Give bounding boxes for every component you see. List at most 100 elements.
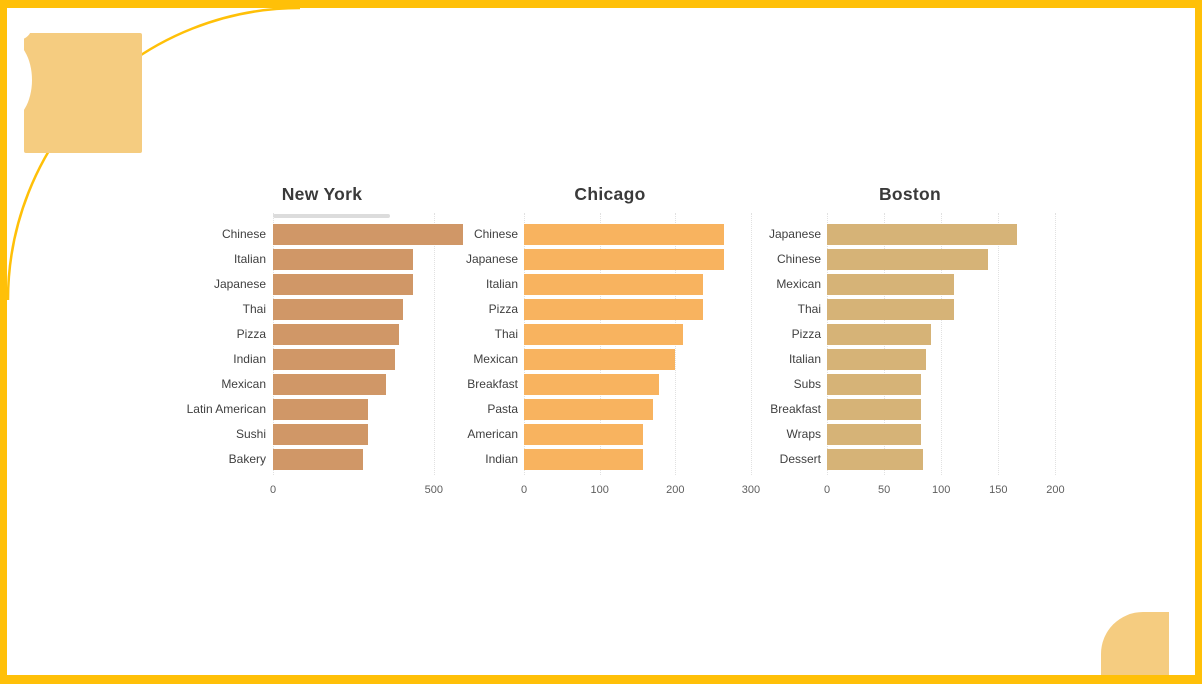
bar-thai[interactable]: [827, 299, 954, 320]
bar-rows: Japanese Chinese Mexican Thai Pizza Italian Su…: [760, 222, 1060, 472]
bar-thai[interactable]: [273, 299, 404, 320]
bar-row: Mexican: [760, 272, 1060, 297]
bar-row: Japanese: [460, 247, 760, 272]
bar-row: Wraps: [760, 422, 1060, 447]
bar-track: [273, 274, 466, 295]
bar-row: Japanese: [178, 272, 466, 297]
category-label: Chinese: [776, 252, 821, 266]
bar-chinese[interactable]: [524, 224, 725, 245]
bar-italian[interactable]: [273, 249, 413, 270]
bar-row: Bakery: [178, 447, 466, 472]
category-label: Thai: [242, 302, 266, 316]
bar-latin-american[interactable]: [273, 399, 368, 420]
bar-row: Italian: [178, 247, 466, 272]
axis-tick-label: 0: [823, 484, 831, 496]
bar-wraps[interactable]: [827, 424, 921, 445]
category-label: Chinese: [221, 227, 266, 241]
bar-chinese[interactable]: [273, 224, 463, 245]
category-label: Latin American: [186, 402, 266, 416]
bar-mexican[interactable]: [827, 274, 954, 295]
axis-tick-label: 200: [1046, 484, 1065, 496]
bar-breakfast[interactable]: [524, 374, 660, 395]
axis-tick-label: 0: [520, 484, 528, 496]
bar-row: Indian: [460, 447, 760, 472]
bar-pasta[interactable]: [524, 399, 654, 420]
bar-japanese[interactable]: [273, 274, 413, 295]
axis-tick-label: 300: [741, 484, 761, 496]
bar-american[interactable]: [524, 424, 643, 445]
chart-title: New York: [281, 184, 363, 204]
chart-panel-chicago: Chicago Chinese Japanese Italian Pizza Thai Me…: [460, 182, 760, 502]
bar-thai[interactable]: [524, 324, 683, 345]
bar-track: [524, 299, 760, 320]
frame-border-left: [0, 0, 7, 684]
bar-pizza[interactable]: [827, 324, 931, 345]
category-label: Wraps: [786, 427, 821, 441]
bar-italian[interactable]: [827, 349, 927, 370]
bar-indian[interactable]: [273, 349, 396, 370]
category-label: Italian: [788, 352, 821, 366]
bar-row: Sushi: [178, 422, 466, 447]
category-label: Sushi: [235, 427, 266, 441]
bar-track: [524, 399, 760, 420]
category-label: Mexican: [776, 277, 821, 291]
chart-title: Chicago: [574, 184, 646, 204]
bar-mexican[interactable]: [524, 349, 675, 370]
bar-track: [827, 349, 1060, 370]
bar-pizza[interactable]: [273, 324, 400, 345]
bar-track: [827, 424, 1060, 445]
bar-track: [273, 224, 466, 245]
category-label: Pasta: [487, 402, 518, 416]
category-label: Mexican: [473, 352, 518, 366]
bar-row: Pizza: [178, 322, 466, 347]
category-label: Pizza: [488, 302, 518, 316]
axis-tick-label: 50: [877, 484, 891, 496]
bar-row: Chinese: [178, 222, 466, 247]
bar-track: [524, 424, 760, 445]
bar-track: [524, 274, 760, 295]
bar-row: Thai: [760, 297, 1060, 322]
bar-row: Breakfast: [460, 372, 760, 397]
bar-row: Thai: [460, 322, 760, 347]
gridline: [750, 213, 752, 475]
decorative-square: [24, 33, 142, 153]
bar-subs[interactable]: [827, 374, 921, 395]
bar-track: [827, 449, 1060, 470]
bar-row: Pasta: [460, 397, 760, 422]
axis-tick-label: 200: [666, 484, 685, 496]
bar-row: Latin American: [178, 397, 466, 422]
category-label: Thai: [797, 302, 821, 316]
bar-japanese[interactable]: [524, 249, 725, 270]
bar-mexican[interactable]: [273, 374, 386, 395]
category-label: Dessert: [779, 452, 821, 466]
bar-italian[interactable]: [524, 274, 704, 295]
bar-rows: Chinese Italian Japanese Thai Pizza Indian Mex…: [178, 222, 466, 472]
bar-track: [827, 324, 1060, 345]
bar-pizza[interactable]: [524, 299, 704, 320]
horizontal-scrollbar[interactable]: [273, 214, 390, 218]
category-label: Mexican: [221, 377, 266, 391]
category-label: Breakfast: [467, 377, 518, 391]
bar-row: Dessert: [760, 447, 1060, 472]
bar-bakery[interactable]: [273, 449, 364, 470]
gridline: [433, 213, 435, 475]
bar-track: [524, 349, 760, 370]
bar-track: [273, 399, 466, 420]
bar-row: Italian: [460, 272, 760, 297]
bar-row: Italian: [760, 347, 1060, 372]
bar-indian[interactable]: [524, 449, 643, 470]
bar-row: Thai: [178, 297, 466, 322]
bar-sushi[interactable]: [273, 424, 369, 445]
bar-breakfast[interactable]: [827, 399, 921, 420]
bar-chinese[interactable]: [827, 249, 989, 270]
bar-track: [524, 324, 760, 345]
gridline: [998, 213, 1000, 475]
x-axis: 0 100 200 300: [520, 483, 761, 499]
chart-title: Boston: [878, 184, 942, 204]
bar-track: [273, 349, 466, 370]
bar-dessert[interactable]: [827, 449, 923, 470]
x-axis: 0 500: [270, 483, 466, 499]
frame-border-bottom: [0, 675, 1202, 684]
bar-japanese[interactable]: [827, 224, 1017, 245]
